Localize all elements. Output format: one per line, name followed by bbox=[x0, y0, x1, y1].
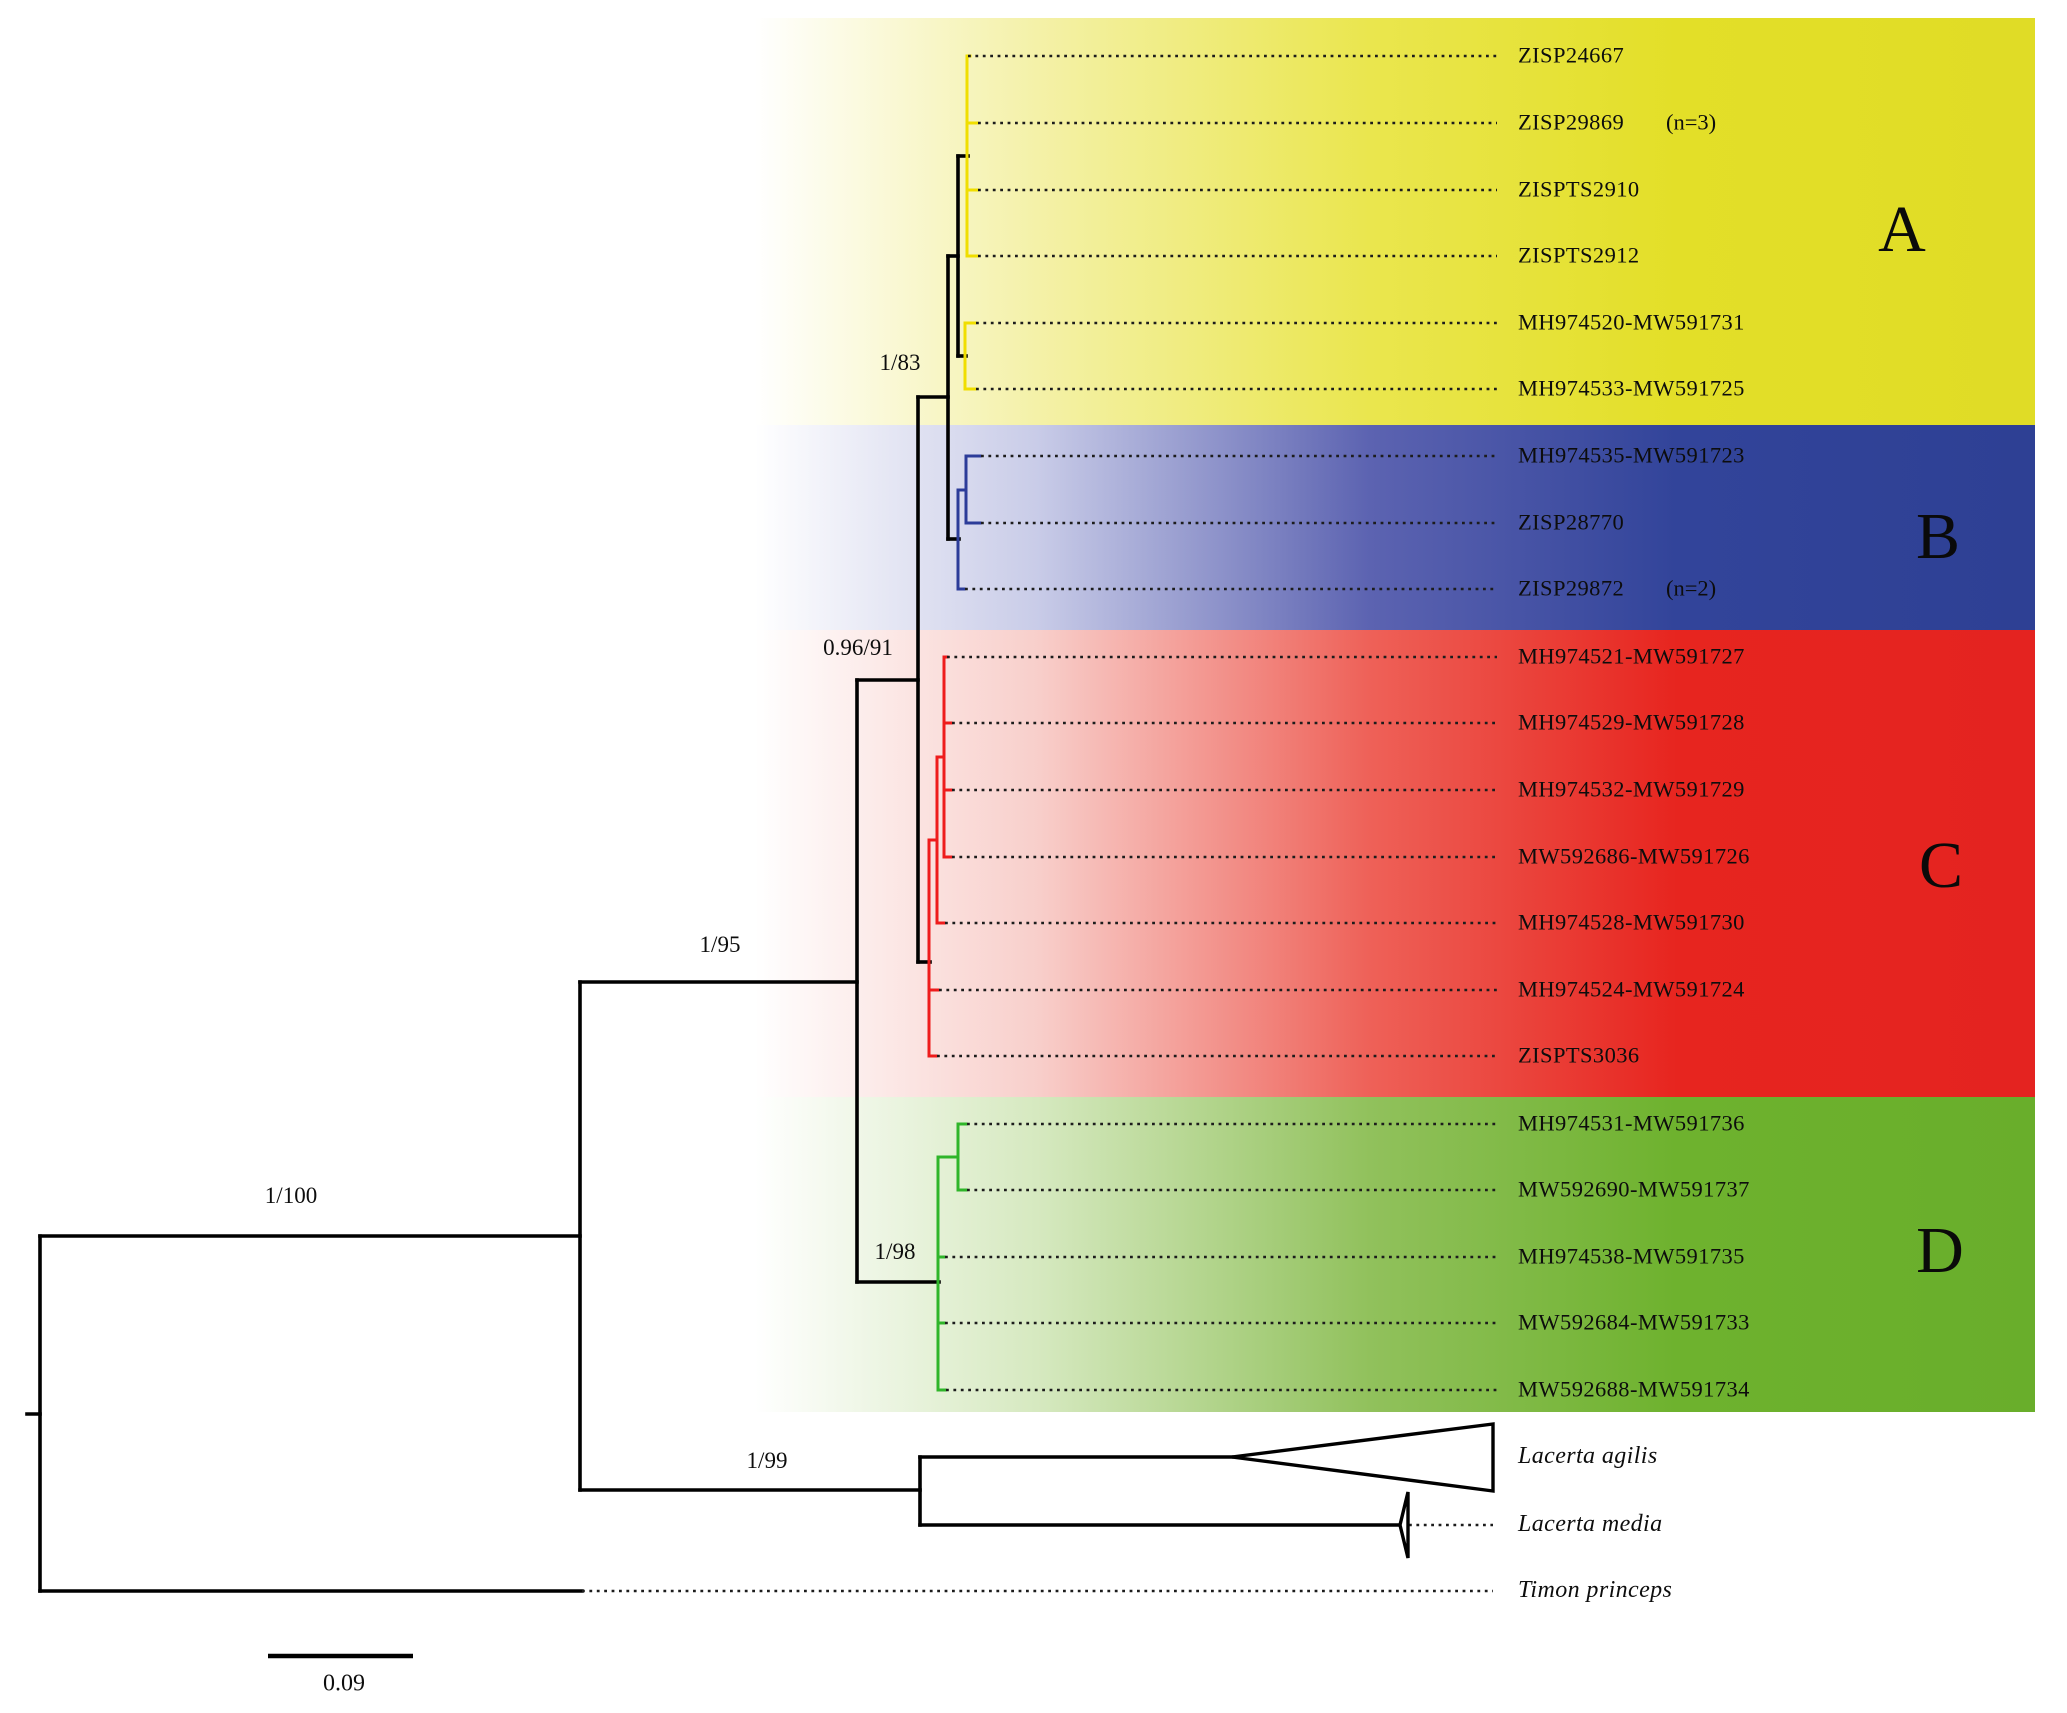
clade-d-branches bbox=[936, 1122, 968, 1392]
clade-a-branches bbox=[963, 54, 979, 391]
tip-label: MW592690-MW591737 bbox=[1518, 1176, 1750, 1202]
clade-b-band bbox=[755, 425, 2035, 630]
tip-label: MH974535-MW591723 bbox=[1518, 442, 1745, 468]
tip-label: MH974533-MW591725 bbox=[1518, 375, 1745, 401]
clade-c-branches bbox=[927, 655, 953, 1058]
tip-label: MH974524-MW591724 bbox=[1518, 976, 1745, 1002]
clade-a-letter: A bbox=[1878, 193, 1926, 266]
tip-label: ZISPTS3036 bbox=[1518, 1042, 1640, 1068]
clade-d-letter: D bbox=[1916, 1214, 1964, 1287]
tip-label: ZISP29872 bbox=[1518, 575, 1625, 601]
tip-label: MH974529-MW591728 bbox=[1518, 709, 1745, 735]
tip-label: MW592686-MW591726 bbox=[1518, 843, 1750, 869]
tip-label: MH974528-MW591730 bbox=[1518, 909, 1745, 935]
scale-bar-label: 0.09 bbox=[323, 1670, 365, 1697]
tip-label: ZISPTS2910 bbox=[1518, 176, 1640, 202]
support-value-node-d: 1/98 bbox=[874, 1239, 916, 1264]
tip-label: MW592688-MW591734 bbox=[1518, 1376, 1750, 1402]
clade-c-letter: C bbox=[1918, 829, 1964, 902]
sample-count-note: (n=3) bbox=[1666, 109, 1717, 135]
clade-b-letter: B bbox=[1915, 500, 1961, 573]
lacerta-agilis-collapsed-triangle bbox=[1231, 1422, 1495, 1493]
tip-label: ZISP29869 bbox=[1518, 109, 1625, 135]
support-value-node-all-lacerta: 1/100 bbox=[264, 1183, 318, 1208]
support-value-node-ab: 1/83 bbox=[879, 350, 921, 375]
support-value-node-abc: 0.96/91 bbox=[823, 635, 893, 660]
tip-label: MH974538-MW591735 bbox=[1518, 1243, 1745, 1269]
tip-label: MH974521-MW591727 bbox=[1518, 643, 1745, 669]
tip-dotted-lines bbox=[582, 54, 1497, 1593]
tip-label: MW592684-MW591733 bbox=[1518, 1309, 1750, 1335]
tip-label: MH974532-MW591729 bbox=[1518, 776, 1745, 802]
collapsed-clade-triangles bbox=[1231, 1422, 1495, 1559]
lacerta-media-collapsed-triangle bbox=[1398, 1491, 1410, 1559]
tip-label: MH974531-MW591736 bbox=[1518, 1110, 1745, 1136]
tip-label: ZISPTS2912 bbox=[1518, 242, 1640, 268]
tip-label: ZISP24667 bbox=[1518, 42, 1625, 68]
support-value-node-abcd: 1/95 bbox=[699, 932, 741, 957]
outgroup-taxon-label: Lacerta agilis bbox=[1518, 1442, 1658, 1469]
backbone-branches bbox=[25, 154, 1402, 1593]
tip-label: ZISP28770 bbox=[1518, 509, 1625, 535]
support-value-node-outgroup-pair: 1/99 bbox=[746, 1448, 788, 1473]
clade-b-branches bbox=[956, 454, 982, 591]
outgroup-taxon-label: Timon princeps bbox=[1518, 1576, 1673, 1603]
tip-label: MH974520-MW591731 bbox=[1518, 309, 1745, 335]
clade-d-band bbox=[755, 1097, 2035, 1412]
outgroup-taxon-label: Lacerta media bbox=[1518, 1510, 1663, 1537]
sample-count-note: (n=2) bbox=[1666, 575, 1717, 601]
clade-c-band bbox=[755, 630, 2035, 1097]
